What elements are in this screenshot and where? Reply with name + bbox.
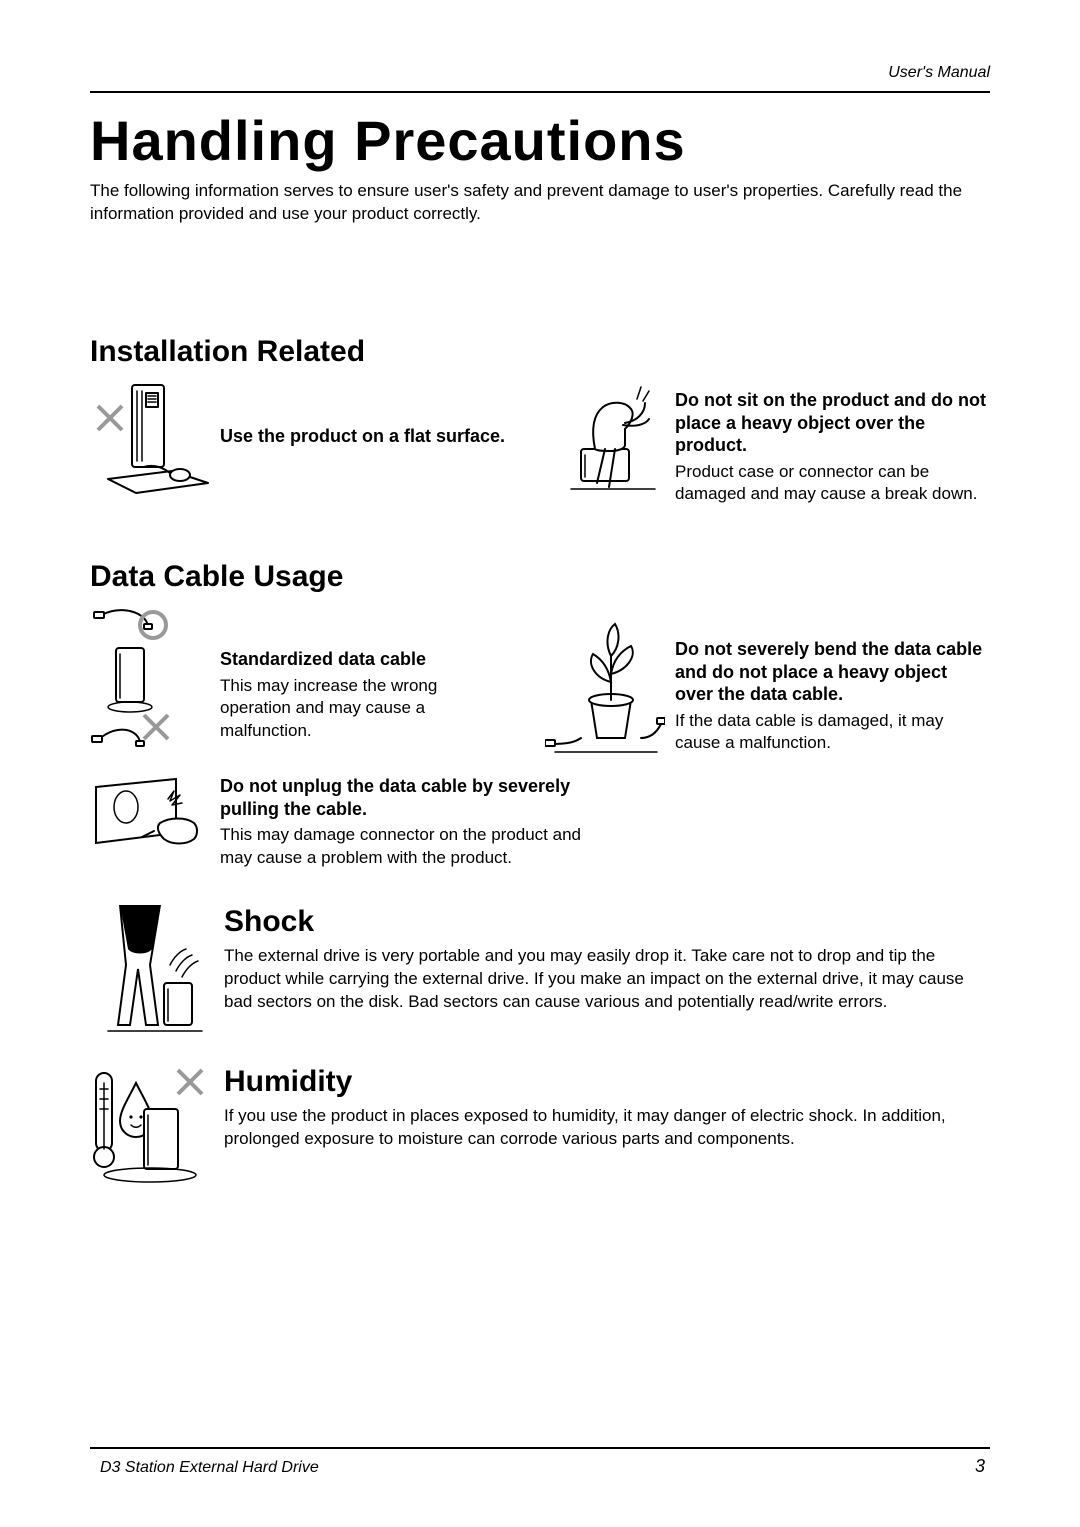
installation-left: Use the product on a flat surface. xyxy=(90,379,535,506)
cross-icon xyxy=(174,1067,204,1097)
page: User's Manual Handling Precautions The f… xyxy=(0,0,1080,1527)
illus-unplug-cable xyxy=(90,773,210,873)
illus-humidity xyxy=(90,1065,210,1195)
shock-body: The external drive is very portable and … xyxy=(224,945,990,1014)
circle-icon xyxy=(138,610,168,640)
cross-icon xyxy=(94,403,124,433)
page-title: Handling Precautions xyxy=(90,108,686,173)
cross-icon xyxy=(140,712,170,742)
installation-right-title: Do not sit on the product and do not pla… xyxy=(675,389,990,457)
installation-left-title: Use the product on a flat surface. xyxy=(220,425,535,448)
heading-humidity: Humidity xyxy=(224,1065,990,1099)
footer-rule xyxy=(90,1447,990,1449)
datacable-right-body: If the data cable is damaged, it may cau… xyxy=(675,710,990,756)
header-rule xyxy=(90,91,990,93)
datacable-left-title: Standardized data cable xyxy=(220,648,535,671)
datacable-left: Standardized data cable This may increas… xyxy=(90,604,535,755)
illus-flat-surface xyxy=(90,379,210,499)
datacable-below-body: This may damage connector on the product… xyxy=(220,824,600,870)
footer-page-number: 3 xyxy=(975,1456,985,1477)
section-installation: Installation Related xyxy=(90,335,990,506)
section-shock: Shock The external drive is very portabl… xyxy=(90,905,990,1035)
datacable-right-title: Do not severely bend the data cable and … xyxy=(675,638,990,706)
datacable-below: Do not unplug the data cable by severely… xyxy=(90,773,990,873)
illus-shock xyxy=(90,905,210,1035)
section-humidity: Humidity If you use the product in place… xyxy=(90,1065,990,1195)
installation-right: Do not sit on the product and do not pla… xyxy=(545,379,990,506)
illus-standardized-cable xyxy=(90,604,210,754)
heading-datacable: Data Cable Usage xyxy=(90,560,990,594)
illus-bend-cable xyxy=(545,604,665,754)
humidity-body: If you use the product in places exposed… xyxy=(224,1105,990,1151)
heading-installation: Installation Related xyxy=(90,335,990,369)
datacable-left-body: This may increase the wrong operation an… xyxy=(220,675,470,744)
header-right-label: User's Manual xyxy=(888,64,990,82)
installation-right-body: Product case or connector can be damaged… xyxy=(675,461,990,507)
footer-left-label: D3 Station External Hard Drive xyxy=(100,1459,319,1477)
datacable-right: Do not severely bend the data cable and … xyxy=(545,604,990,755)
illus-do-not-sit xyxy=(545,379,665,499)
intro-text: The following information serves to ensu… xyxy=(90,180,990,226)
datacable-below-title: Do not unplug the data cable by severely… xyxy=(220,775,600,820)
heading-shock: Shock xyxy=(224,905,990,939)
section-datacable: Data Cable Usage xyxy=(90,560,990,873)
